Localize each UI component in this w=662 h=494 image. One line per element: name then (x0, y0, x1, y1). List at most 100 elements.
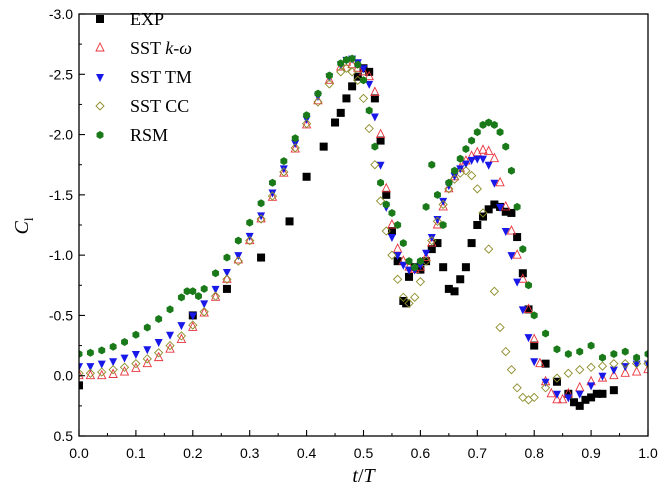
data-point (109, 358, 118, 367)
legend-label-part: SST CC (130, 96, 189, 116)
data-point (574, 381, 585, 392)
axis-ticks (78, 13, 649, 437)
data-point (598, 389, 607, 398)
data-point (444, 182, 454, 193)
x-tick-label: 0.1 (126, 445, 146, 461)
data-point (540, 383, 551, 393)
data-point (189, 287, 197, 296)
legend-label-part: k (165, 38, 174, 58)
data-point (268, 189, 277, 198)
data-point (377, 178, 385, 187)
legend-label-part: EXP (130, 9, 164, 29)
x-tick-label: 0.2 (183, 445, 203, 461)
data-point (484, 161, 493, 170)
data-point (581, 395, 590, 404)
data-point (376, 136, 385, 145)
data-point (587, 341, 595, 350)
data-point (223, 253, 231, 262)
legend-label-part: SST TM (130, 67, 192, 87)
data-point (142, 354, 152, 364)
data-point (387, 218, 397, 229)
data-point (319, 142, 328, 151)
legend-entry: SST CC (95, 96, 189, 116)
data-point (370, 113, 379, 122)
data-point (546, 387, 556, 398)
legend-label-part: - (173, 38, 179, 58)
data-point (478, 144, 488, 154)
data-point (222, 273, 232, 283)
data-point (473, 221, 482, 229)
data-point (279, 165, 288, 174)
data-point (370, 86, 380, 96)
data-point (575, 401, 584, 410)
data-point (337, 59, 345, 68)
data-point (97, 367, 107, 377)
data-point (507, 208, 516, 217)
data-point (143, 346, 152, 355)
data-point (513, 233, 522, 242)
legend-label: RSM (130, 125, 168, 145)
data-point (599, 353, 606, 362)
data-point (79, 350, 83, 359)
data-point (348, 54, 356, 63)
data-point (98, 346, 106, 355)
x-tick-label: 0.7 (468, 445, 488, 461)
data-point (257, 253, 266, 262)
data-point (467, 239, 476, 248)
data-point (234, 236, 242, 245)
data-point (399, 261, 408, 270)
data-point (512, 249, 522, 259)
data-point (402, 299, 411, 308)
data-point (177, 322, 186, 331)
data-point (530, 358, 539, 367)
data-point (143, 323, 151, 332)
y-tick-label: -1.5 (49, 187, 73, 203)
data-point (176, 331, 187, 341)
data-point (552, 393, 562, 404)
data-point (188, 312, 197, 321)
data-point (523, 303, 534, 313)
data-point (257, 199, 265, 208)
x-axis-label-sub: T (364, 465, 377, 487)
data-point (336, 108, 345, 117)
data-point (211, 285, 220, 294)
data-point (513, 278, 522, 287)
legend-label-part: RSM (130, 125, 168, 145)
legend-entry: SST TM (96, 67, 192, 87)
data-point (507, 166, 515, 175)
y-tick-label: -1.0 (49, 247, 73, 263)
data-point (199, 307, 209, 317)
y-tick-label: 0.5 (54, 428, 74, 444)
data-point (501, 200, 511, 211)
data-point (342, 94, 351, 103)
legend-label: EXP (130, 9, 164, 29)
data-point (301, 119, 312, 129)
data-point (342, 55, 350, 64)
data-point (108, 365, 118, 375)
data-point (523, 395, 534, 405)
x-tick-label: 0.0 (69, 445, 89, 461)
data-point (490, 200, 499, 209)
legend-label-part: SST (130, 38, 165, 58)
data-point (428, 160, 436, 169)
legend-entry: SST k-ω (95, 38, 192, 58)
data-point (324, 79, 334, 89)
data-point (393, 274, 403, 284)
x-tick-label: 0.3 (240, 445, 260, 461)
data-point (473, 128, 481, 137)
data-point (347, 67, 357, 77)
data-point (131, 351, 140, 360)
data-point (142, 357, 153, 368)
x-axis-label-main: t (352, 465, 358, 487)
data-point (495, 322, 505, 333)
data-point (165, 343, 175, 353)
data-point (393, 252, 402, 261)
data-point (506, 225, 517, 235)
data-point (490, 179, 499, 188)
data-point (445, 178, 453, 187)
legend-marker (95, 41, 105, 52)
legend-label: SST k-ω (130, 38, 192, 58)
data-point (86, 348, 94, 357)
y-axis-label-main: C (11, 220, 33, 234)
data-point (370, 94, 379, 103)
